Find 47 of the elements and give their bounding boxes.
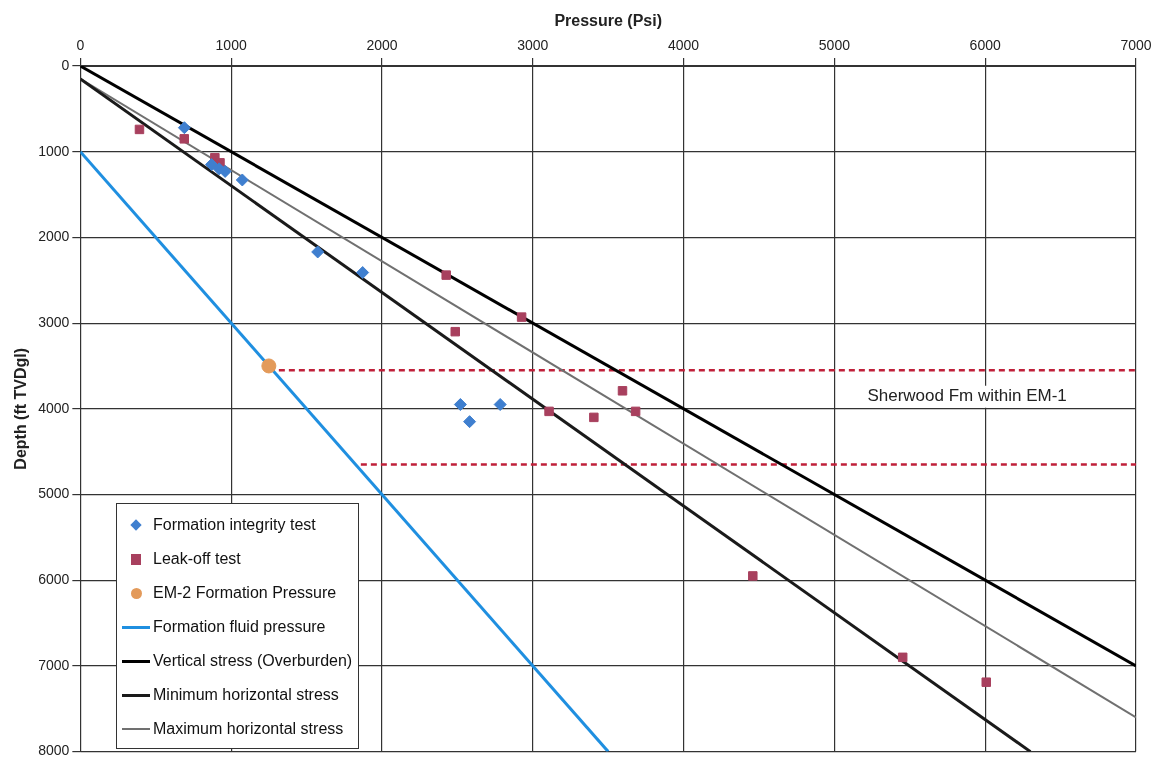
point xyxy=(453,398,467,412)
y-tick-label: 3000 xyxy=(38,313,70,330)
y-tick-label: 5000 xyxy=(38,485,70,502)
point xyxy=(450,326,460,337)
point xyxy=(617,386,628,396)
annotation: Sherwood Fm within EM-1 xyxy=(867,386,1067,406)
point xyxy=(134,124,145,135)
point xyxy=(441,270,451,280)
x-tick-label: 2000 xyxy=(366,37,398,54)
point xyxy=(516,312,527,322)
point xyxy=(311,245,325,259)
x-tick-label: 7000 xyxy=(1120,37,1152,54)
y-tick-label: 2000 xyxy=(38,228,70,245)
x-axis-title: Pressure (Psi) xyxy=(554,12,662,30)
legend-label: Formation fluid pressure xyxy=(153,618,326,636)
legend-label: Minimum horizontal stress xyxy=(153,686,339,704)
point xyxy=(544,406,554,417)
x-tick-label: 3000 xyxy=(517,37,549,54)
y-tick-label: 4000 xyxy=(38,399,70,416)
y-tick-label: 0 xyxy=(61,56,70,73)
point xyxy=(630,406,641,417)
y-tick-label: 8000 xyxy=(38,742,70,759)
x-tick-label: 5000 xyxy=(818,37,851,54)
x-tick-label: 0 xyxy=(76,37,85,54)
point xyxy=(235,173,249,187)
point xyxy=(981,677,991,687)
legend-label: EM-2 Formation Pressure xyxy=(153,584,337,602)
point xyxy=(589,412,599,423)
point xyxy=(748,571,758,581)
legend-label: Leak-off test xyxy=(153,550,241,568)
point xyxy=(356,266,370,280)
x-tick-label: 1000 xyxy=(215,37,247,54)
legend-label: Maximum horizontal stress xyxy=(153,720,344,738)
point xyxy=(261,358,277,374)
point xyxy=(179,134,189,144)
y-tick-label: 6000 xyxy=(38,571,70,588)
point xyxy=(897,652,908,663)
y-tick-label: 1000 xyxy=(38,142,70,159)
legend-label: Vertical stress (Overburden) xyxy=(153,652,353,670)
point xyxy=(493,398,507,412)
legend-label: Formation integrity test xyxy=(153,516,316,534)
point xyxy=(177,121,191,135)
y-axis-title: Depth (ft TVDgl) xyxy=(12,347,30,470)
x-tick-label: 6000 xyxy=(969,37,1001,54)
y-tick-label: 7000 xyxy=(38,656,70,673)
point xyxy=(463,415,477,429)
x-tick-label: 4000 xyxy=(668,37,700,54)
